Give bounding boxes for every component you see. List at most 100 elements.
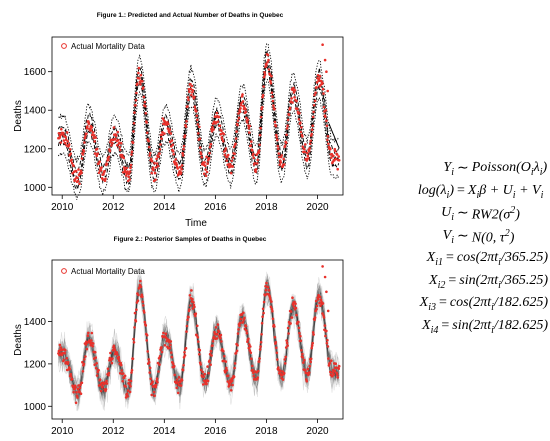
actual-mortality-point [95, 374, 99, 377]
actual-mortality-point [155, 162, 159, 165]
actual-mortality-point [198, 146, 202, 149]
actual-mortality-point [274, 124, 278, 128]
actual-mortality-point [97, 171, 101, 174]
actual-mortality-point [130, 150, 134, 153]
actual-mortality-point [125, 392, 129, 396]
actual-mortality-point [248, 349, 252, 352]
actual-mortality-point [206, 379, 210, 383]
actual-mortality-point [245, 116, 248, 120]
actual-mortality-point [193, 105, 197, 108]
actual-mortality-point [330, 359, 333, 363]
figure-1-title: Figure 1.: Predicted and Actual Number o… [97, 12, 284, 19]
actual-mortality-point [274, 341, 278, 344]
actual-mortality-point [92, 134, 96, 137]
actual-mortality-point [299, 130, 303, 134]
actual-mortality-point [201, 383, 205, 386]
actual-mortality-point [255, 162, 259, 165]
actual-mortality-point [278, 163, 282, 166]
actual-mortality-point [276, 138, 279, 142]
x-tick-label: 2020 [306, 202, 329, 213]
actual-mortality-point [310, 128, 314, 131]
posterior-sample-line [58, 290, 340, 411]
equation-lhs: Xi2 [429, 272, 446, 291]
actual-mortality-point [77, 168, 80, 171]
actual-mortality-point [259, 345, 262, 348]
actual-mortality-point [211, 340, 215, 343]
actual-mortality-point [130, 368, 134, 372]
actual-mortality-point [114, 137, 117, 141]
actual-mortality-point [297, 326, 301, 330]
actual-mortality-point [175, 386, 178, 390]
actual-mortality-point [241, 93, 244, 96]
actual-mortality-point [156, 381, 159, 384]
actual-mortality-point [233, 152, 236, 156]
actual-mortality-point [186, 105, 189, 108]
actual-mortality-point [195, 114, 199, 118]
actual-mortality-point [154, 383, 158, 387]
actual-mortality-point [64, 138, 68, 141]
actual-mortality-point [93, 140, 96, 143]
actual-mortality-point [180, 379, 184, 382]
actual-mortality-point [337, 367, 341, 371]
actual-mortality-point [86, 334, 90, 338]
actual-mortality-point [93, 350, 97, 354]
actual-mortality-point [145, 131, 149, 135]
actual-mortality-point [90, 126, 94, 129]
actual-mortality-point [169, 343, 172, 347]
actual-mortality-point [202, 375, 205, 379]
actual-mortality-point [93, 152, 97, 155]
x-tick-label: 2016 [204, 426, 227, 437]
actual-mortality-point [105, 379, 108, 383]
actual-mortality-point [199, 368, 203, 372]
actual-mortality-point [244, 107, 247, 111]
actual-mortality-point [78, 390, 81, 393]
actual-mortality-point [99, 169, 103, 172]
actual-mortality-point [152, 168, 155, 172]
actual-mortality-point [71, 385, 75, 389]
actual-mortality-point [269, 79, 272, 83]
actual-mortality-point [325, 341, 329, 345]
actual-mortality-point [147, 145, 151, 149]
actual-mortality-point [129, 166, 132, 170]
actual-mortality-point [107, 373, 110, 377]
actual-mortality-point [204, 174, 208, 178]
actual-mortality-point [321, 81, 324, 85]
actual-mortality-point [160, 346, 163, 349]
actual-mortality-point [153, 161, 156, 165]
actual-mortality-point [300, 126, 303, 129]
actual-mortality-point [321, 265, 324, 268]
actual-mortality-point [179, 171, 183, 174]
actual-mortality-point [183, 354, 187, 357]
actual-mortality-point [310, 132, 314, 136]
actual-mortality-point [183, 351, 186, 354]
actual-mortality-point [205, 155, 208, 159]
actual-mortality-point [246, 118, 250, 122]
actual-mortality-point [303, 147, 306, 151]
actual-mortality-point [271, 99, 275, 103]
actual-mortality-point [94, 136, 97, 139]
actual-mortality-point [264, 285, 267, 288]
actual-mortality-point [138, 77, 141, 80]
actual-mortality-point [226, 374, 230, 378]
actual-mortality-point [146, 350, 149, 353]
equation-operator: = [457, 182, 465, 198]
actual-mortality-point [267, 58, 270, 62]
actual-mortality-point [266, 285, 270, 289]
actual-mortality-point [308, 142, 312, 146]
actual-mortality-point [326, 138, 329, 142]
actual-mortality-point [184, 346, 188, 350]
actual-mortality-point [87, 120, 90, 123]
actual-mortality-point [258, 348, 262, 351]
actual-mortality-point [119, 141, 123, 145]
actual-mortality-point [335, 373, 339, 376]
actual-mortality-point [271, 309, 274, 313]
actual-mortality-point [74, 401, 78, 405]
actual-mortality-point [220, 129, 223, 132]
actual-mortality-point [116, 353, 119, 356]
figure-2-actual-points [57, 265, 341, 405]
figure-2-title: Figure 2.: Posterior Samples of Deaths i… [114, 236, 267, 243]
actual-mortality-point [89, 341, 92, 345]
actual-mortality-point [219, 333, 223, 337]
actual-mortality-point [125, 166, 128, 170]
actual-mortality-point [75, 391, 78, 394]
